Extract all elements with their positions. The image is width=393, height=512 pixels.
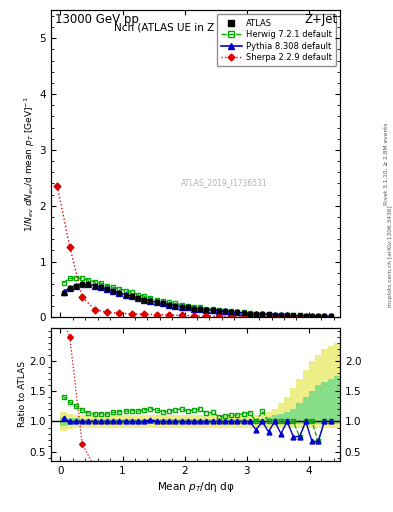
X-axis label: Mean $p_T$/dη dφ: Mean $p_T$/dη dφ	[157, 480, 234, 494]
Y-axis label: $1/N_{ev}$ $dN_{ev}$/d mean $p_T$ [GeV]$^{-1}$: $1/N_{ev}$ $dN_{ev}$/d mean $p_T$ [GeV]$…	[22, 96, 37, 232]
Text: 13000 GeV pp: 13000 GeV pp	[55, 13, 139, 26]
Text: mcplots.cern.ch [arXiv:1306.3436]: mcplots.cern.ch [arXiv:1306.3436]	[388, 205, 393, 307]
Text: Rivet 3.1.10, ≥ 2.8M events: Rivet 3.1.10, ≥ 2.8M events	[384, 122, 388, 205]
Y-axis label: Ratio to ATLAS: Ratio to ATLAS	[18, 361, 27, 427]
Text: Z+Jet: Z+Jet	[305, 13, 338, 26]
Text: ATLAS_2019_I1736531: ATLAS_2019_I1736531	[181, 178, 268, 187]
Text: Nch (ATLAS UE in Z production): Nch (ATLAS UE in Z production)	[114, 23, 277, 33]
Legend: ATLAS, Herwig 7.2.1 default, Pythia 8.308 default, Sherpa 2.2.9 default: ATLAS, Herwig 7.2.1 default, Pythia 8.30…	[217, 14, 336, 66]
